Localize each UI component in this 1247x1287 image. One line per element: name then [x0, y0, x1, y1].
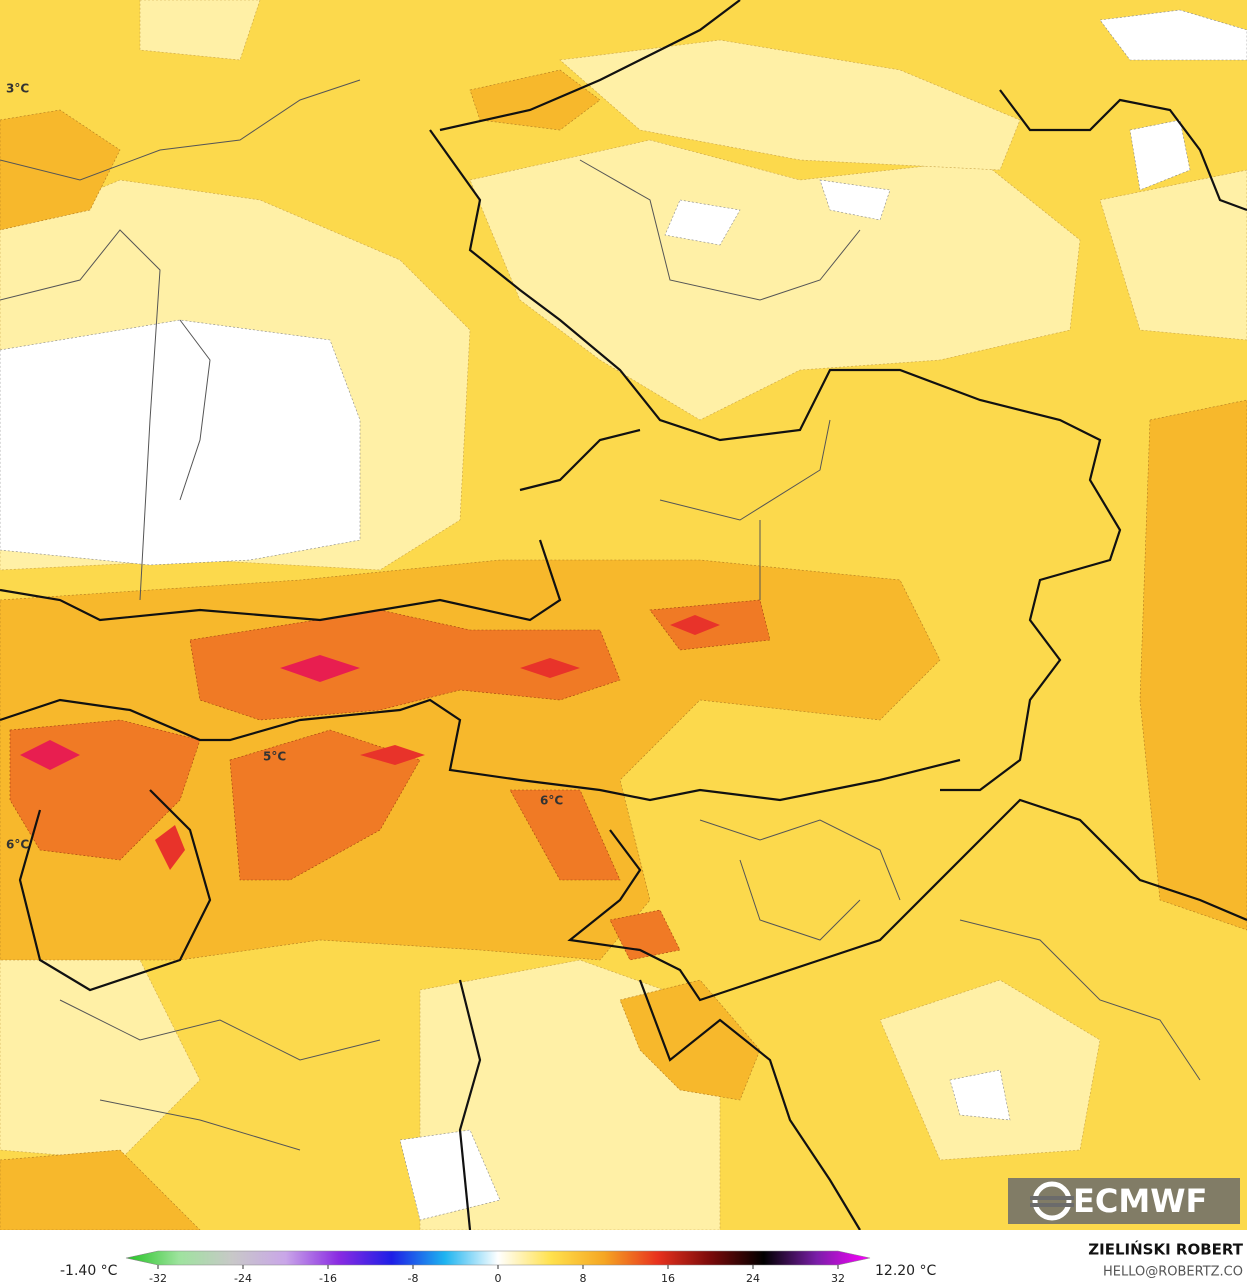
hot-areas [9, 599, 771, 961]
colorbar-min: -1.40 °C [60, 1263, 118, 1279]
contour-label: 3°C [6, 82, 29, 96]
contact: HELLO@ROBERTZ.CO [1103, 1265, 1243, 1280]
colorbar-tick-label: 32 [831, 1272, 845, 1285]
colorbar-tick-label: 8 [580, 1272, 587, 1285]
regions [0, 79, 1201, 1151]
white-areas [0, 9, 1247, 1221]
colorbar: -32 -24 -16 -8 0 8 16 24 32 [125, 1250, 871, 1285]
logo: ECMWF [1008, 1178, 1240, 1224]
colorbar-tick-label: -32 [149, 1272, 167, 1285]
contour-label: 5°C [263, 750, 286, 764]
contour-label: 6°C [540, 794, 563, 808]
hottest-areas [20, 615, 720, 870]
borders [0, 0, 1247, 1231]
author: ZIELIŃSKI ROBERT [1088, 1240, 1243, 1259]
colorbar-bar [125, 1250, 871, 1266]
colorbar-tick-label: 0 [495, 1272, 502, 1285]
colorbar-tick-label: -8 [408, 1272, 419, 1285]
colorbar-max: 12.20 °C [875, 1263, 937, 1279]
colorbar-tick-label: 16 [661, 1272, 675, 1285]
colorbar-tick-label: -24 [234, 1272, 252, 1285]
colorbar-tick-label: 24 [746, 1272, 760, 1285]
contour-label: 6°C [6, 838, 29, 852]
colorbar-tick-label: -16 [319, 1272, 337, 1285]
logo-text: ECMWF [1073, 1182, 1207, 1220]
